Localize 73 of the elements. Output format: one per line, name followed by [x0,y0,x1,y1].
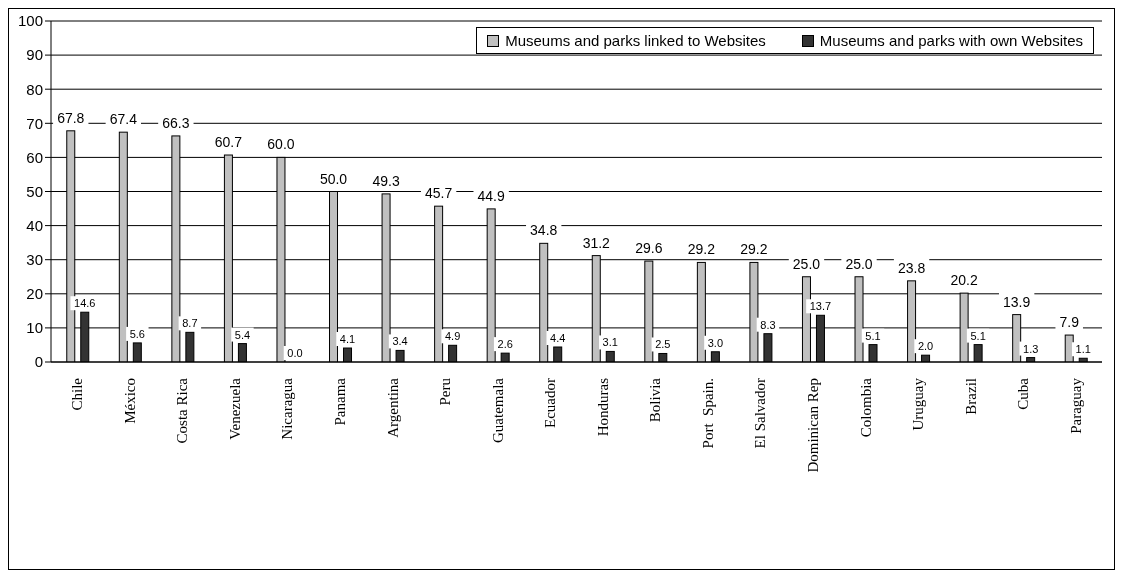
legend-label: Museums and parks with own Websites [818,32,1083,49]
x-tick-label: Costa Rica [174,377,191,444]
data-label: 8.7 [182,317,198,330]
y-tick-label: 60 [26,148,43,166]
data-label: 44.9 [477,187,505,204]
x-tick-label: Chile [69,377,86,411]
y-tick-label: 20 [26,285,43,303]
data-label: 1.3 [1023,342,1039,355]
x-tick-label: Venezuela [226,377,243,440]
y-tick-label: 90 [26,46,43,64]
legend-label: Museums and parks linked to Websites [504,32,766,49]
x-tick-label: Cuba [1015,377,1032,410]
x-tick-label: Ecuador [542,378,559,428]
x-tick-label: Uruguay [910,377,927,431]
data-label: 5.6 [129,327,145,340]
data-label: 13.7 [809,300,832,313]
data-label: 34.8 [530,222,558,239]
data-label: 25.0 [845,255,873,272]
data-label: 60.7 [214,134,243,151]
y-tick-label: 50 [26,182,43,200]
x-tick-label: Peru [437,377,454,406]
data-label: 25.0 [792,255,821,272]
data-label: 20.2 [950,272,978,289]
x-tick-label: Panama [332,377,349,426]
data-label: 49.3 [372,172,400,189]
x-tick-label: Nicaragua [279,377,296,440]
x-tick-label: Brazil [962,378,979,415]
y-tick-label: 30 [26,251,43,269]
data-label: 14.6 [74,297,96,310]
y-tick-label: 40 [26,216,43,234]
data-label: 1.1 [1075,343,1091,356]
x-tick-label: Paraguay [1067,377,1084,434]
data-label: 3.0 [707,336,724,349]
data-label: 2.5 [655,338,671,351]
x-tick-label: Guatemala [489,377,506,443]
data-label: 4.4 [550,332,566,344]
data-label: 31.2 [582,234,611,251]
x-tick-label: México [121,378,138,424]
data-label: 5.1 [865,329,881,342]
x-tick-label: Honduras [594,377,611,437]
data-label: 45.7 [424,185,453,202]
data-label: 5.1 [970,329,986,342]
data-label: 66.3 [162,114,190,131]
y-tick-label: 80 [26,80,43,98]
data-label: 8.3 [760,318,776,331]
data-label: 13.9 [1003,293,1031,310]
data-label: 3.4 [392,335,408,348]
y-tick-label: 100 [17,12,43,30]
data-label: 67.8 [57,109,85,126]
x-tick-label: El Salvador [752,378,769,449]
data-label: 29.2 [740,241,768,258]
data-label: 50.0 [319,170,348,187]
x-tick-label: Bolivia [647,377,664,423]
y-tick-label: 10 [26,319,43,337]
data-label: 7.9 [1059,314,1080,331]
x-tick-label: Port Spain. [699,378,716,449]
x-tick-label: Dominican Rep [804,378,821,473]
data-label: 2.0 [917,340,934,353]
y-tick-label: 0 [34,353,43,371]
data-label: 4.1 [339,333,356,346]
y-tick-label: 70 [26,114,43,132]
data-label: 67.4 [109,111,138,128]
data-label: 29.6 [635,240,663,257]
data-label: 3.1 [602,336,618,349]
data-label: 5.4 [234,328,251,341]
data-label: 60.0 [267,136,295,153]
data-label: 29.2 [687,241,716,258]
data-label: 23.8 [897,259,926,276]
data-label: 4.9 [444,330,461,343]
x-tick-label: Argentina [384,377,401,438]
data-label: 2.6 [497,338,513,351]
x-tick-label: Colombia [857,377,874,438]
data-label: 0.0 [287,347,303,359]
